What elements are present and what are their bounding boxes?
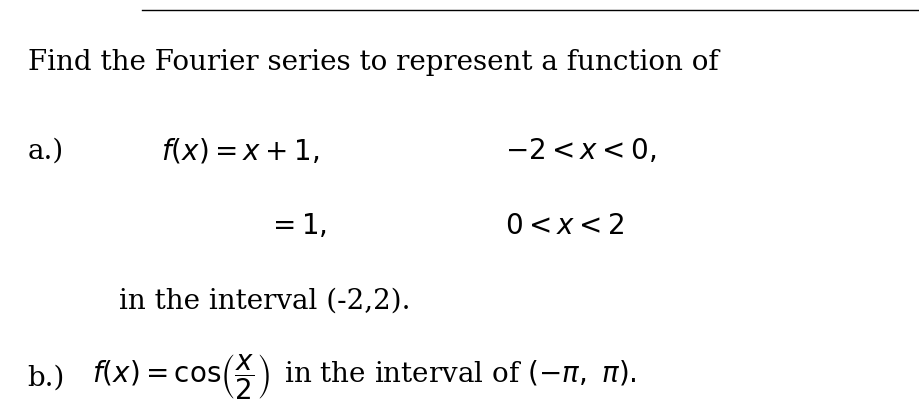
Text: b.): b.)	[28, 364, 65, 391]
Text: $0 < x < 2$: $0 < x < 2$	[505, 212, 625, 240]
Text: $-2 < x < 0,$: $-2 < x < 0,$	[505, 137, 657, 166]
Text: $f(x) = x + 1,$: $f(x) = x + 1,$	[161, 137, 319, 166]
Text: $= 1,$: $= 1,$	[267, 212, 326, 240]
Text: a.): a.)	[28, 138, 63, 165]
Text: in the interval (-2,2).: in the interval (-2,2).	[119, 287, 411, 315]
Text: $f(x) = \cos\!\left(\dfrac{x}{2}\right)\,$ in the interval of $(-\pi,\ \pi).$: $f(x) = \cos\!\left(\dfrac{x}{2}\right)\…	[92, 353, 637, 403]
Text: Find the Fourier series to represent a function of: Find the Fourier series to represent a f…	[28, 49, 719, 76]
